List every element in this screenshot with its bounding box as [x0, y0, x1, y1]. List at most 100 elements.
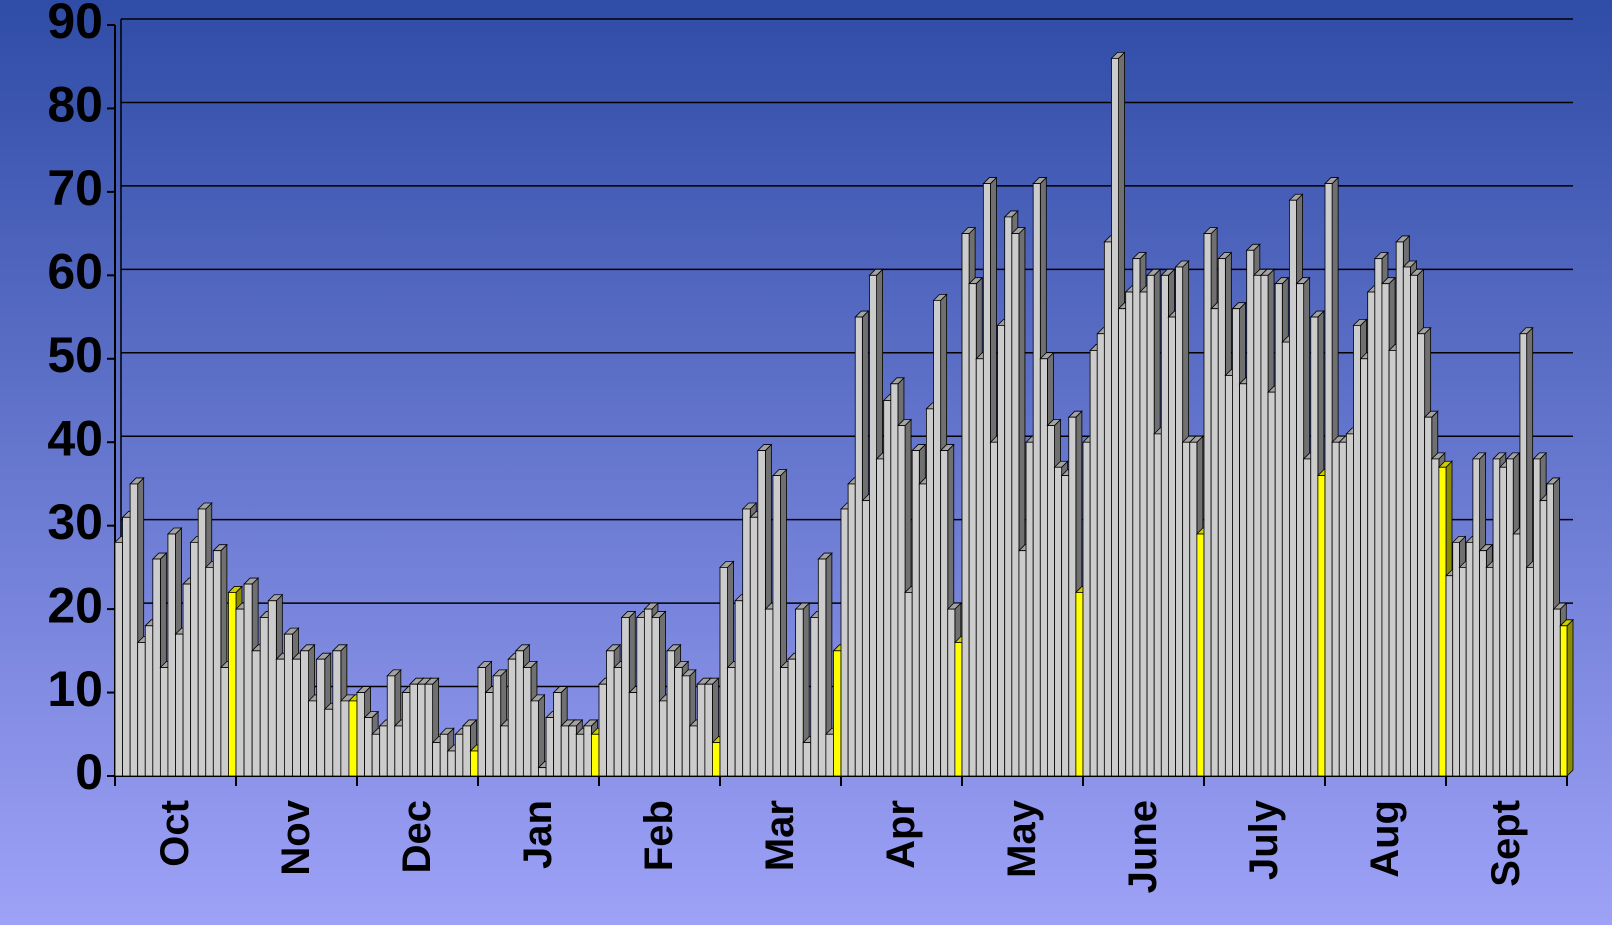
bar-front: [1360, 358, 1369, 777]
bar-front: [674, 667, 683, 777]
bar-front: [1061, 475, 1070, 777]
bar-front: [817, 558, 827, 777]
bar-front: [1353, 324, 1361, 777]
bar-front: [1047, 425, 1055, 777]
y-tick-label: 40: [47, 410, 103, 466]
bar-front: [1492, 458, 1501, 777]
bar-front: [267, 600, 277, 777]
bar-front: [1445, 575, 1454, 777]
bar-front: [947, 608, 956, 777]
bar-front: [954, 642, 963, 777]
bar-front: [982, 183, 991, 777]
bar-front: [1054, 466, 1063, 777]
bar-front: [568, 725, 577, 777]
x-tick-label: May: [1000, 799, 1044, 878]
bar-front: [424, 683, 434, 777]
y-tick-label: 90: [47, 0, 103, 49]
bar-front: [175, 633, 184, 777]
bar-front: [876, 458, 885, 777]
bar-front: [1239, 383, 1248, 777]
y-tick-label: 0: [75, 744, 103, 800]
bar-front: [651, 617, 660, 777]
y-tick-label: 10: [47, 661, 103, 717]
bar-front: [1465, 541, 1474, 777]
bar-front: [990, 441, 998, 777]
bar-front: [1381, 283, 1390, 777]
bar-front: [1402, 266, 1411, 777]
bar: [529, 693, 546, 777]
bar-front: [190, 541, 199, 777]
bar-front: [734, 600, 744, 777]
y-tick-label: 50: [47, 327, 103, 383]
bar-front: [251, 650, 261, 777]
x-tick-label: Nov: [274, 799, 318, 875]
bar-front: [904, 592, 913, 777]
bar-front: [869, 274, 877, 777]
bar-front: [332, 650, 342, 777]
bar-front: [840, 508, 849, 777]
bar: [794, 602, 811, 777]
bar-front: [205, 566, 214, 777]
bar-front: [1189, 441, 1198, 777]
bar-front: [727, 667, 736, 777]
bar-front: [861, 500, 870, 777]
bar-front: [182, 583, 192, 777]
bar-front: [522, 667, 532, 777]
x-tick-label: Sept: [1484, 800, 1528, 887]
bar-front: [742, 508, 751, 777]
y-tick-label: 20: [47, 577, 103, 633]
bar-front: [1068, 416, 1077, 777]
bar-front: [613, 667, 623, 777]
bar-front: [961, 233, 970, 777]
bar-front: [137, 642, 146, 777]
bar-front: [968, 283, 977, 777]
bar-front: [1331, 441, 1340, 777]
bar-front: [598, 683, 607, 777]
x-tick-label: Oct: [153, 800, 197, 867]
bar-front: [666, 650, 676, 777]
bar-front: [1546, 483, 1554, 777]
bar-front: [485, 692, 494, 777]
bar-front: [1018, 550, 1027, 777]
bar-front: [1374, 258, 1383, 777]
bar-front: [507, 658, 517, 777]
bar-front: [1139, 291, 1148, 777]
bar-front: [1388, 350, 1397, 777]
bar-front: [1410, 274, 1418, 777]
bar-front: [749, 516, 759, 777]
bar-front: [308, 700, 318, 777]
bar-front: [918, 483, 927, 777]
y-tick-label: 30: [47, 494, 103, 550]
bar-front: [1132, 258, 1141, 777]
bar-front: [1553, 608, 1561, 777]
bar-front: [1025, 441, 1034, 777]
bar-front: [1039, 358, 1048, 777]
bar-front: [1075, 592, 1084, 777]
bar-front: [1217, 258, 1226, 777]
bar-front: [636, 617, 645, 777]
bar-front: [1485, 566, 1494, 777]
bar-front: [129, 483, 139, 777]
bar-front: [847, 483, 856, 777]
x-tick-label: Apr: [879, 800, 923, 869]
y-tick-label: 80: [47, 77, 103, 133]
bar-front: [228, 592, 237, 777]
bar-front: [1004, 216, 1013, 777]
bar-front: [1146, 274, 1155, 777]
bar-front: [926, 408, 934, 777]
bar-front: [1526, 566, 1534, 777]
bar-front: [883, 400, 892, 777]
bar-front: [764, 608, 774, 777]
bar-front: [757, 450, 766, 777]
bar-front: [235, 608, 245, 777]
bar-front: [477, 667, 486, 777]
bar-front: [1438, 466, 1447, 777]
bar-front: [1118, 308, 1127, 777]
bar-front: [575, 733, 585, 777]
bar-front: [122, 516, 131, 777]
bar-front: [1175, 266, 1184, 777]
x-tick-label: Mar: [758, 800, 802, 871]
bar-front: [1089, 350, 1098, 777]
bar-front: [997, 324, 1006, 777]
bar-front: [292, 658, 301, 777]
